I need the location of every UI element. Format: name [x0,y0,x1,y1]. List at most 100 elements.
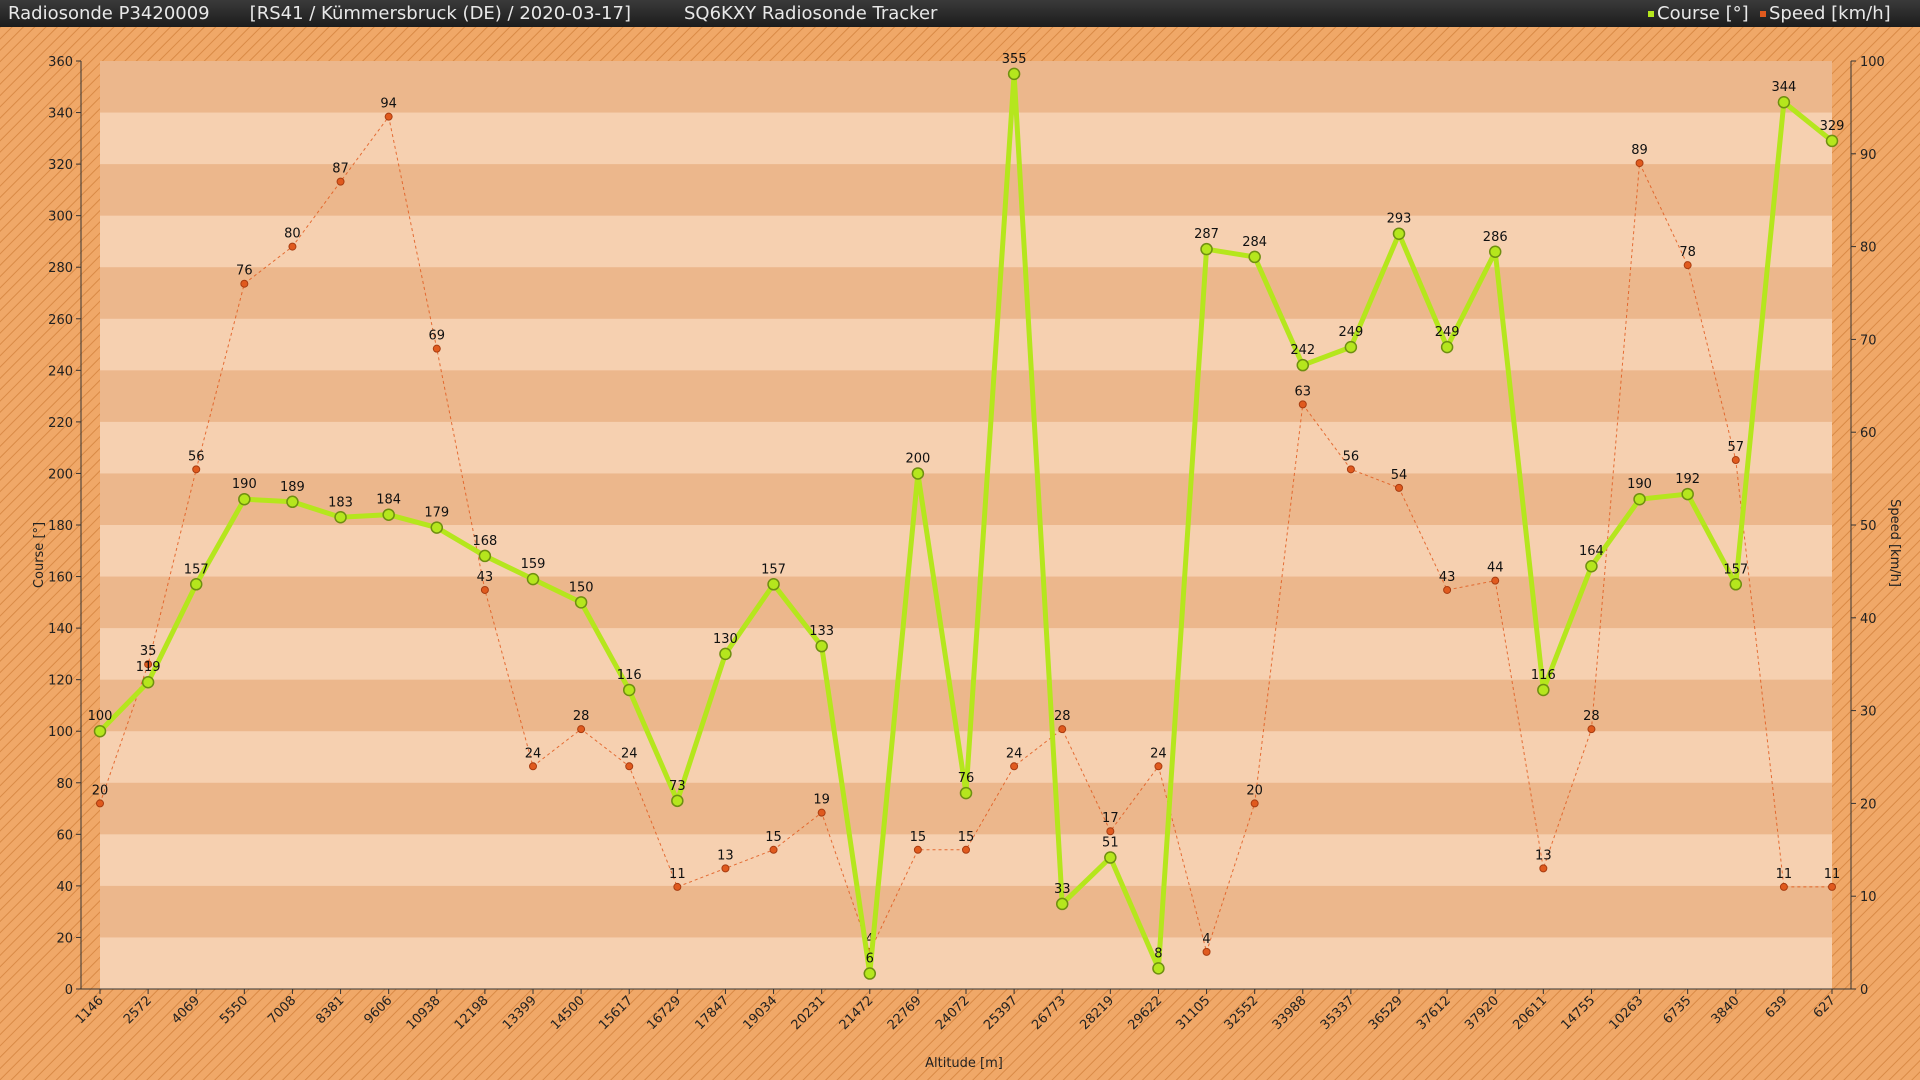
y-tick-label: 20 [56,931,73,946]
plot-band [100,628,1832,681]
y-axis-label: Course [°] [32,522,47,588]
y-tick-label: 140 [48,622,73,637]
course-data-label: 192 [1675,472,1700,487]
course-point [478,549,492,563]
course-point [863,967,877,980]
course-data-label: 8 [1154,946,1162,961]
course-point [959,786,973,800]
y2-tick-label: 90 [1860,148,1877,163]
course-data-label: 116 [617,668,642,683]
course-swatch-icon [1648,11,1654,17]
plot-band [100,421,1832,474]
sonde-info: Radiosonde P3420009 [RS41 / Kümmersbruck… [8,3,631,24]
course-data-label: 183 [328,495,353,510]
y-tick-label: 280 [48,261,73,276]
course-point [1248,250,1261,264]
course-data-label: 200 [905,451,930,466]
course-point [815,639,828,653]
speed-data-label: 13 [1535,848,1552,863]
y2-tick-label: 60 [1860,426,1877,441]
course-point [1825,134,1839,148]
course-data-label: 287 [1194,227,1219,242]
speed-point [673,882,682,891]
course-data-label: 33 [1054,882,1071,897]
speed-point [769,845,778,854]
speed-point [1395,483,1403,492]
course-point [1681,487,1694,501]
course-data-label: 130 [713,632,738,647]
plot-band [100,215,1832,268]
plot-band [100,679,1832,732]
speed-point [1443,585,1452,594]
course-data-label: 51 [1102,836,1119,851]
speed-point [1828,882,1836,891]
y-tick-label: 80 [56,777,73,792]
course-data-label: 190 [1627,477,1652,492]
course-point [1152,962,1165,975]
course-point [189,578,203,591]
course-data-label: 179 [424,506,449,521]
course-data-label: 6 [866,952,874,967]
speed-data-label: 43 [1439,570,1456,585]
speed-point [192,465,201,474]
course-data-label: 157 [1723,562,1748,577]
course-point [1007,67,1021,81]
course-data-label: 157 [184,562,209,577]
app-title: SQ6KXY Radiosonde Tracker [684,3,938,24]
course-point [1777,95,1791,109]
speed-data-label: 63 [1295,384,1312,399]
course-data-label: 329 [1820,119,1845,134]
course-point [671,794,684,808]
plot-band [100,164,1832,217]
course-data-label: 249 [1435,325,1460,340]
y-tick-label: 300 [48,210,73,225]
speed-data-label: 56 [188,449,205,464]
speed-data-label: 24 [621,746,638,761]
speed-point [240,279,249,288]
course-data-label: 159 [521,557,546,572]
y-tick-label: 100 [48,725,73,740]
course-point [430,521,444,534]
x-axis-label: Altitude [m] [925,1056,1003,1071]
y-tick-label: 320 [48,158,73,173]
legend-course[interactable]: Course [°] [1648,0,1749,27]
y2-tick-label: 0 [1860,983,1868,998]
y-tick-label: 260 [48,313,73,328]
plot-band [100,318,1832,371]
course-point [526,572,540,586]
y2-tick-label: 80 [1860,241,1877,256]
speed-point [432,344,441,353]
y-tick-label: 40 [56,880,73,895]
speed-data-label: 57 [1728,440,1745,455]
course-data-label: 242 [1290,343,1315,358]
speed-point [913,845,922,854]
course-data-label: 119 [136,660,161,675]
speed-data-label: 15 [910,830,927,845]
speed-point [1779,882,1788,891]
speed-point [721,864,730,873]
y-tick-label: 220 [48,416,73,431]
tracker-chart: 0204060801001201401601802002202402602803… [0,27,1920,1080]
speed-data-label: 20 [92,783,109,798]
speed-point [144,660,153,669]
speed-data-label: 87 [332,162,349,177]
legend-speed[interactable]: Speed [km/h] [1760,0,1891,27]
course-data-label: 150 [569,580,594,595]
course-point [286,495,299,509]
speed-data-label: 94 [380,97,397,112]
speed-data-label: 15 [958,830,975,845]
course-point [1200,242,1213,256]
speed-data-label: 19 [813,793,830,808]
speed-point [480,585,489,594]
plot-band [100,525,1832,578]
plot-band [100,112,1832,165]
speed-swatch-icon [1760,11,1766,17]
plot-band [100,834,1832,887]
speed-point [1731,456,1740,465]
speed-point [1058,725,1067,734]
course-point [1633,492,1646,506]
y2-tick-label: 50 [1860,519,1877,534]
speed-data-label: 76 [236,264,253,279]
